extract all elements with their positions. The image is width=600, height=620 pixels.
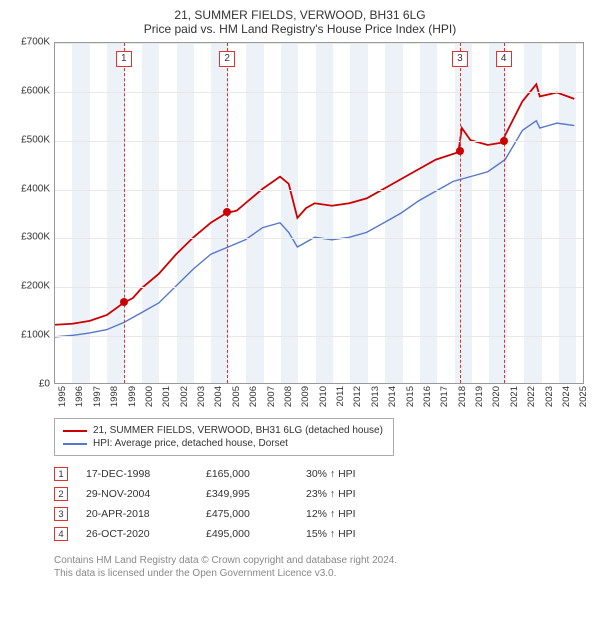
y-tick-label: £600K [21, 85, 50, 96]
x-tick-label: 2019 [474, 386, 485, 407]
x-tick-label: 2025 [578, 386, 589, 407]
event-row: 4 26-OCT-2020£495,00015% ↑ HPI [54, 524, 590, 544]
event-marker-dot [120, 298, 128, 306]
event-marker-line [504, 43, 505, 383]
series-property [55, 84, 574, 324]
x-tick-label: 2009 [300, 386, 311, 407]
x-tick-label: 2005 [231, 386, 242, 407]
event-date: 17-DEC-1998 [86, 468, 206, 480]
x-tick-label: 2007 [266, 386, 277, 407]
x-tick-label: 2008 [283, 386, 294, 407]
legend-label: HPI: Average price, detached house, Dors… [93, 438, 288, 449]
event-price: £349,995 [206, 488, 306, 500]
x-tick-label: 2013 [370, 386, 381, 407]
event-marker-box: 3 [452, 51, 468, 67]
event-pct: 12% ↑ HPI [306, 508, 386, 520]
footer-text: Contains HM Land Registry data © Crown c… [54, 554, 590, 580]
event-marker-line [460, 43, 461, 383]
event-price: £475,000 [206, 508, 306, 520]
x-tick-label: 2022 [526, 386, 537, 407]
title-line-1: 21, SUMMER FIELDS, VERWOOD, BH31 6LG [10, 8, 590, 22]
event-row: 2 29-NOV-2004£349,99523% ↑ HPI [54, 484, 590, 504]
event-marker-box: 2 [219, 51, 235, 67]
y-tick-label: £700K [21, 37, 50, 48]
x-axis: 1995 1996 1997 1998 1999 2000 2001 2002 2003 2004… [54, 384, 584, 412]
y-tick-label: £400K [21, 183, 50, 194]
event-marker-box: 1 [116, 51, 132, 67]
chart-container: 21, SUMMER FIELDS, VERWOOD, BH31 6LG Pri… [0, 0, 600, 620]
event-pct: 30% ↑ HPI [306, 468, 386, 480]
legend-swatch [63, 443, 87, 445]
x-tick-label: 2000 [144, 386, 155, 407]
legend-item: HPI: Average price, detached house, Dors… [63, 437, 385, 450]
legend-item: 21, SUMMER FIELDS, VERWOOD, BH31 6LG (de… [63, 424, 385, 437]
event-pct: 23% ↑ HPI [306, 488, 386, 500]
events-table: 1 17-DEC-1998£165,00030% ↑ HPI 2 29-NOV-200… [54, 464, 590, 544]
legend-swatch [63, 430, 87, 432]
event-marker-box: 4 [496, 51, 512, 67]
event-row: 1 17-DEC-1998£165,00030% ↑ HPI [54, 464, 590, 484]
legend: 21, SUMMER FIELDS, VERWOOD, BH31 6LG (de… [54, 418, 394, 456]
x-tick-label: 2018 [457, 386, 468, 407]
plot-area: 1 2 3 4 [54, 42, 584, 384]
x-tick-label: 2011 [335, 386, 346, 406]
x-tick-label: 2001 [161, 386, 172, 407]
x-tick-label: 2006 [248, 386, 259, 407]
event-num: 3 [54, 507, 68, 521]
x-tick-label: 2015 [405, 386, 416, 407]
event-num: 4 [54, 527, 68, 541]
x-tick-label: 1995 [57, 386, 68, 407]
event-marker-dot [500, 137, 508, 145]
x-tick-label: 2004 [213, 386, 224, 407]
event-marker-dot [456, 147, 464, 155]
chart-area: £0£100K£200K£300K£400K£500K£600K£700K 12… [10, 42, 590, 412]
event-price: £495,000 [206, 528, 306, 540]
x-tick-label: 2014 [387, 386, 398, 407]
y-tick-label: £200K [21, 281, 50, 292]
y-tick-label: £100K [21, 330, 50, 341]
x-tick-label: 2016 [422, 386, 433, 407]
event-pct: 15% ↑ HPI [306, 528, 386, 540]
y-tick-label: £300K [21, 232, 50, 243]
x-tick-label: 2017 [439, 386, 450, 407]
y-tick-label: £0 [39, 379, 50, 390]
y-tick-label: £500K [21, 134, 50, 145]
x-tick-label: 1997 [92, 386, 103, 407]
event-date: 26-OCT-2020 [86, 528, 206, 540]
event-marker-dot [223, 208, 231, 216]
event-date: 20-APR-2018 [86, 508, 206, 520]
event-num: 1 [54, 467, 68, 481]
x-tick-label: 2003 [196, 386, 207, 407]
x-tick-label: 2024 [561, 386, 572, 407]
x-tick-label: 2021 [509, 386, 520, 407]
x-tick-label: 2010 [318, 386, 329, 407]
footer-line-2: This data is licensed under the Open Gov… [54, 567, 590, 580]
title-line-2: Price paid vs. HM Land Registry's House … [10, 22, 590, 36]
event-row: 3 20-APR-2018£475,00012% ↑ HPI [54, 504, 590, 524]
x-tick-label: 2002 [179, 386, 190, 407]
series-hpi [55, 121, 574, 337]
x-tick-label: 2012 [352, 386, 363, 407]
x-tick-label: 2020 [491, 386, 502, 407]
event-num: 2 [54, 487, 68, 501]
footer-line-1: Contains HM Land Registry data © Crown c… [54, 554, 590, 567]
x-tick-label: 1999 [127, 386, 138, 407]
y-axis: £0£100K£200K£300K£400K£500K£600K£700K [10, 42, 54, 384]
event-marker-line [124, 43, 125, 383]
legend-label: 21, SUMMER FIELDS, VERWOOD, BH31 6LG (de… [93, 425, 383, 436]
x-tick-label: 1996 [74, 386, 85, 407]
event-date: 29-NOV-2004 [86, 488, 206, 500]
x-tick-label: 2023 [544, 386, 555, 407]
x-tick-label: 1998 [109, 386, 120, 407]
event-price: £165,000 [206, 468, 306, 480]
